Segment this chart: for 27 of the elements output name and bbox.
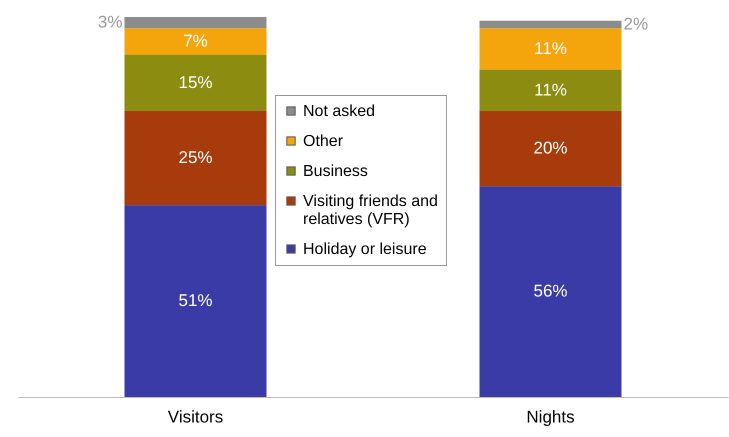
- data-label: 56%: [533, 282, 568, 301]
- bar: [480, 28, 622, 70]
- bar: [124, 17, 266, 28]
- bar: [480, 70, 622, 112]
- data-label: 2%: [624, 14, 648, 34]
- bar: [480, 111, 622, 186]
- legend-label: Holiday or leisure: [303, 241, 427, 258]
- bar: [124, 205, 266, 397]
- data-label: 3%: [98, 12, 122, 32]
- data-label: 15%: [178, 72, 213, 92]
- data-label: 7%: [183, 31, 208, 50]
- legend-label: Not asked: [303, 103, 376, 120]
- bar: [480, 186, 622, 397]
- data-label: 11%: [534, 38, 567, 58]
- bar: [124, 28, 266, 55]
- data-label: 20%: [533, 138, 568, 158]
- bar: [480, 20, 622, 28]
- data-label: 11%: [534, 80, 567, 100]
- legend-label: Business: [303, 163, 368, 180]
- legend-label: Visiting friends and relatives (VFR): [303, 193, 438, 228]
- data-label: 25%: [178, 148, 213, 168]
- bar: [124, 111, 266, 206]
- x-tick-label: Nights: [526, 408, 575, 426]
- legend-label: Other: [303, 133, 344, 150]
- bar: [124, 54, 266, 112]
- data-label: 51%: [178, 291, 213, 310]
- x-tick-label: Visitors: [168, 408, 224, 426]
